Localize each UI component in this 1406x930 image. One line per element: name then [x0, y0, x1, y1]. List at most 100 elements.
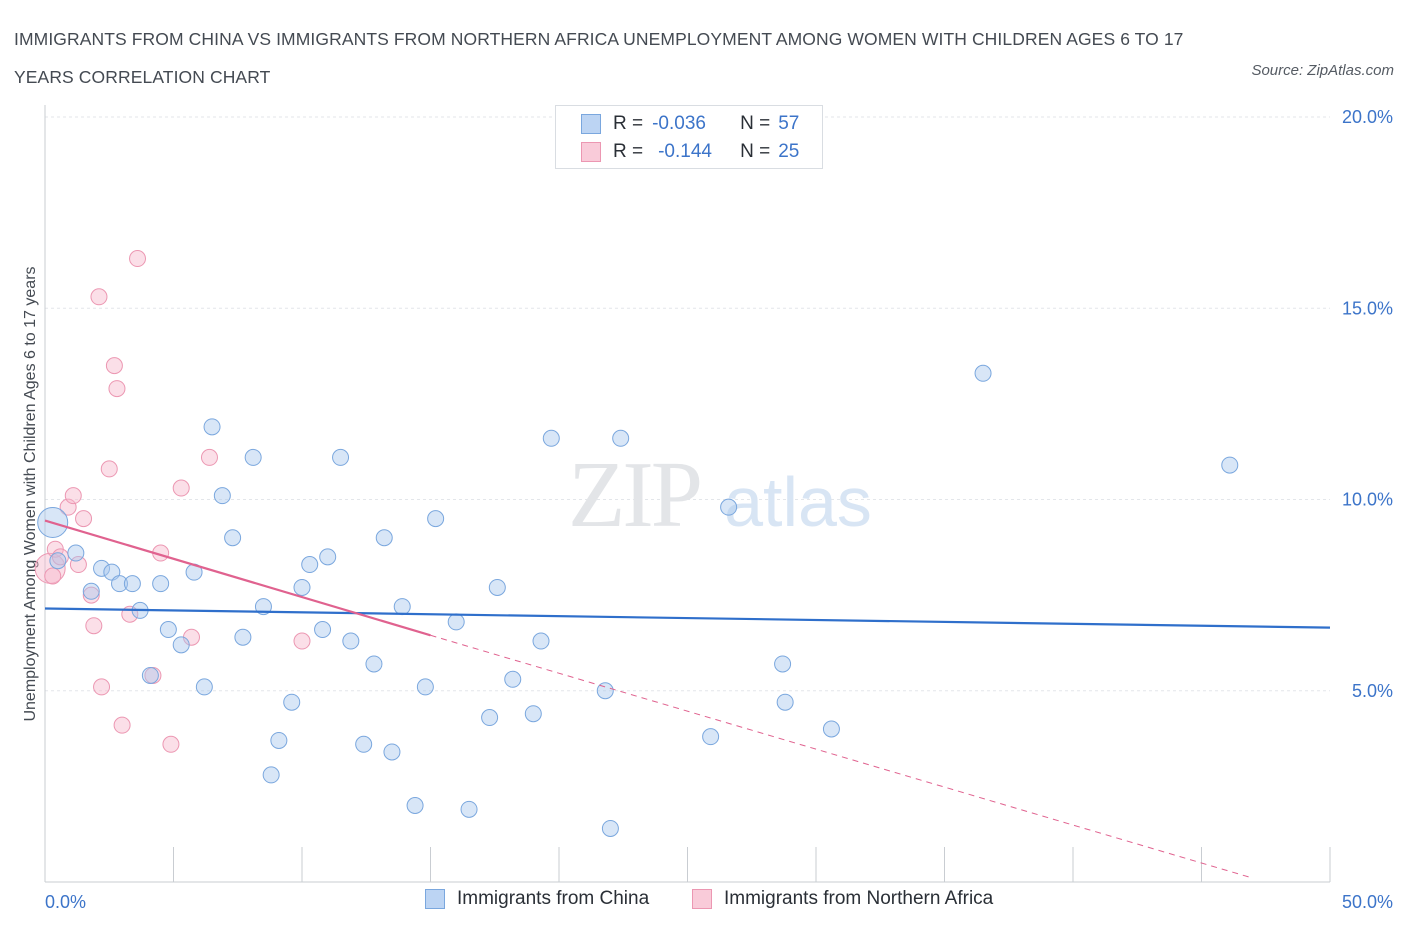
trend-line-china	[44, 607, 1331, 629]
china-point	[172, 636, 190, 654]
china-point	[203, 418, 221, 436]
china-point	[774, 655, 792, 673]
y-tick-label: 15.0%	[1342, 298, 1393, 318]
china-point	[159, 621, 177, 639]
china-point	[355, 735, 373, 753]
nafrica-point	[172, 479, 190, 497]
legend-nafrica-n: 25	[778, 141, 800, 162]
china-point	[283, 693, 301, 711]
series-nafrica-points	[34, 250, 311, 753]
legend-item-china[interactable]: Immigrants from China	[425, 888, 649, 910]
nafrica-point	[82, 586, 100, 604]
china-point	[524, 705, 542, 723]
correlation-legend: R = -0.036 N = 57 R = -0.144 N = 25	[555, 105, 823, 169]
legend-china-n: 57	[778, 113, 800, 134]
china-point	[293, 578, 311, 596]
y-tick-label: 20.0%	[1342, 107, 1393, 127]
china-point	[504, 670, 522, 688]
china-point	[213, 487, 231, 505]
china-point	[532, 632, 550, 650]
china-point	[224, 529, 242, 547]
china-point	[342, 632, 360, 650]
series-china-points	[37, 364, 1239, 837]
china-point	[720, 498, 738, 516]
china-point	[427, 510, 445, 528]
china-point	[460, 800, 478, 818]
china-point	[406, 797, 424, 814]
nafrica-point	[200, 448, 218, 466]
china-point	[141, 666, 159, 684]
nafrica-point	[105, 357, 123, 375]
chart-title: IMMIGRANTS FROM CHINA VS IMMIGRANTS FROM…	[14, 29, 1184, 87]
china-point	[365, 655, 383, 673]
legend-nafrica-r: -0.144	[658, 141, 712, 162]
china-point	[612, 429, 630, 447]
legend-n-label: N =	[740, 141, 771, 162]
china-point	[111, 575, 129, 593]
watermark: ZIP atlas	[568, 443, 872, 547]
legend-swatch-china	[425, 889, 445, 909]
china-point	[542, 429, 560, 447]
china-point	[319, 548, 337, 566]
source-label: Source: ZipAtlas.com	[1251, 62, 1394, 79]
nafrica-point	[90, 288, 108, 306]
china-point	[1221, 456, 1239, 474]
china-point	[822, 720, 840, 738]
legend-n-label: N =	[740, 113, 771, 134]
china-point	[488, 578, 506, 596]
china-point	[67, 544, 85, 562]
legend-swatch-nafrica	[692, 889, 712, 909]
trend-line-nafrica	[44, 519, 431, 637]
china-point	[93, 559, 111, 577]
china-point	[301, 556, 319, 574]
china-point	[152, 575, 170, 593]
china-point	[393, 598, 411, 616]
legend-item-nafrica[interactable]: Immigrants from Northern Africa	[692, 888, 993, 910]
china-point	[447, 613, 465, 631]
series-legend: Immigrants from China Immigrants from No…	[0, 888, 1406, 916]
y-tick-label: 10.0%	[1342, 490, 1393, 510]
china-point	[776, 693, 794, 711]
legend-row-nafrica: R = -0.144 N = 25	[581, 138, 799, 166]
legend-swatch-nafrica	[581, 142, 601, 162]
china-point	[481, 709, 499, 727]
china-point	[244, 448, 262, 466]
trend-line-nafrica-extension	[430, 634, 1254, 879]
legend-r-label: R =	[613, 141, 644, 162]
watermark-zip: ZIP	[568, 443, 700, 547]
trend-lines	[44, 519, 1331, 879]
tick-labels: 5.0% 10.0% 15.0% 20.0% 0.0% 50.0%	[45, 107, 1393, 912]
china-point	[332, 448, 350, 466]
nafrica-point	[100, 460, 118, 478]
nafrica-point	[113, 716, 131, 734]
china-point	[254, 598, 272, 616]
nafrica-point	[64, 487, 82, 505]
china-point	[234, 628, 252, 646]
nafrica-point	[293, 632, 311, 650]
nafrica-point	[108, 380, 126, 398]
china-point	[974, 364, 992, 382]
china-point	[82, 582, 100, 600]
nafrica-point	[85, 617, 103, 635]
china-point	[702, 728, 720, 746]
china-point	[383, 743, 401, 761]
china-point	[49, 552, 67, 570]
axes	[44, 105, 1331, 883]
china-point	[195, 678, 213, 696]
china-point	[262, 766, 280, 784]
nafrica-point	[44, 567, 62, 585]
china-point	[375, 529, 393, 547]
nafrica-point	[93, 678, 111, 696]
nafrica-point	[162, 735, 180, 753]
gridlines	[45, 116, 1330, 692]
legend-label-china: Immigrants from China	[457, 888, 650, 909]
legend-r-label: R =	[613, 113, 644, 134]
china-point	[270, 731, 288, 749]
china-point	[596, 682, 614, 700]
x-tick-label: 50.0%	[1342, 892, 1393, 912]
nafrica-point	[129, 250, 147, 268]
legend-china-r: -0.036	[652, 113, 706, 134]
china-point	[416, 678, 434, 696]
legend-row-china: R = -0.036 N = 57	[581, 110, 799, 138]
